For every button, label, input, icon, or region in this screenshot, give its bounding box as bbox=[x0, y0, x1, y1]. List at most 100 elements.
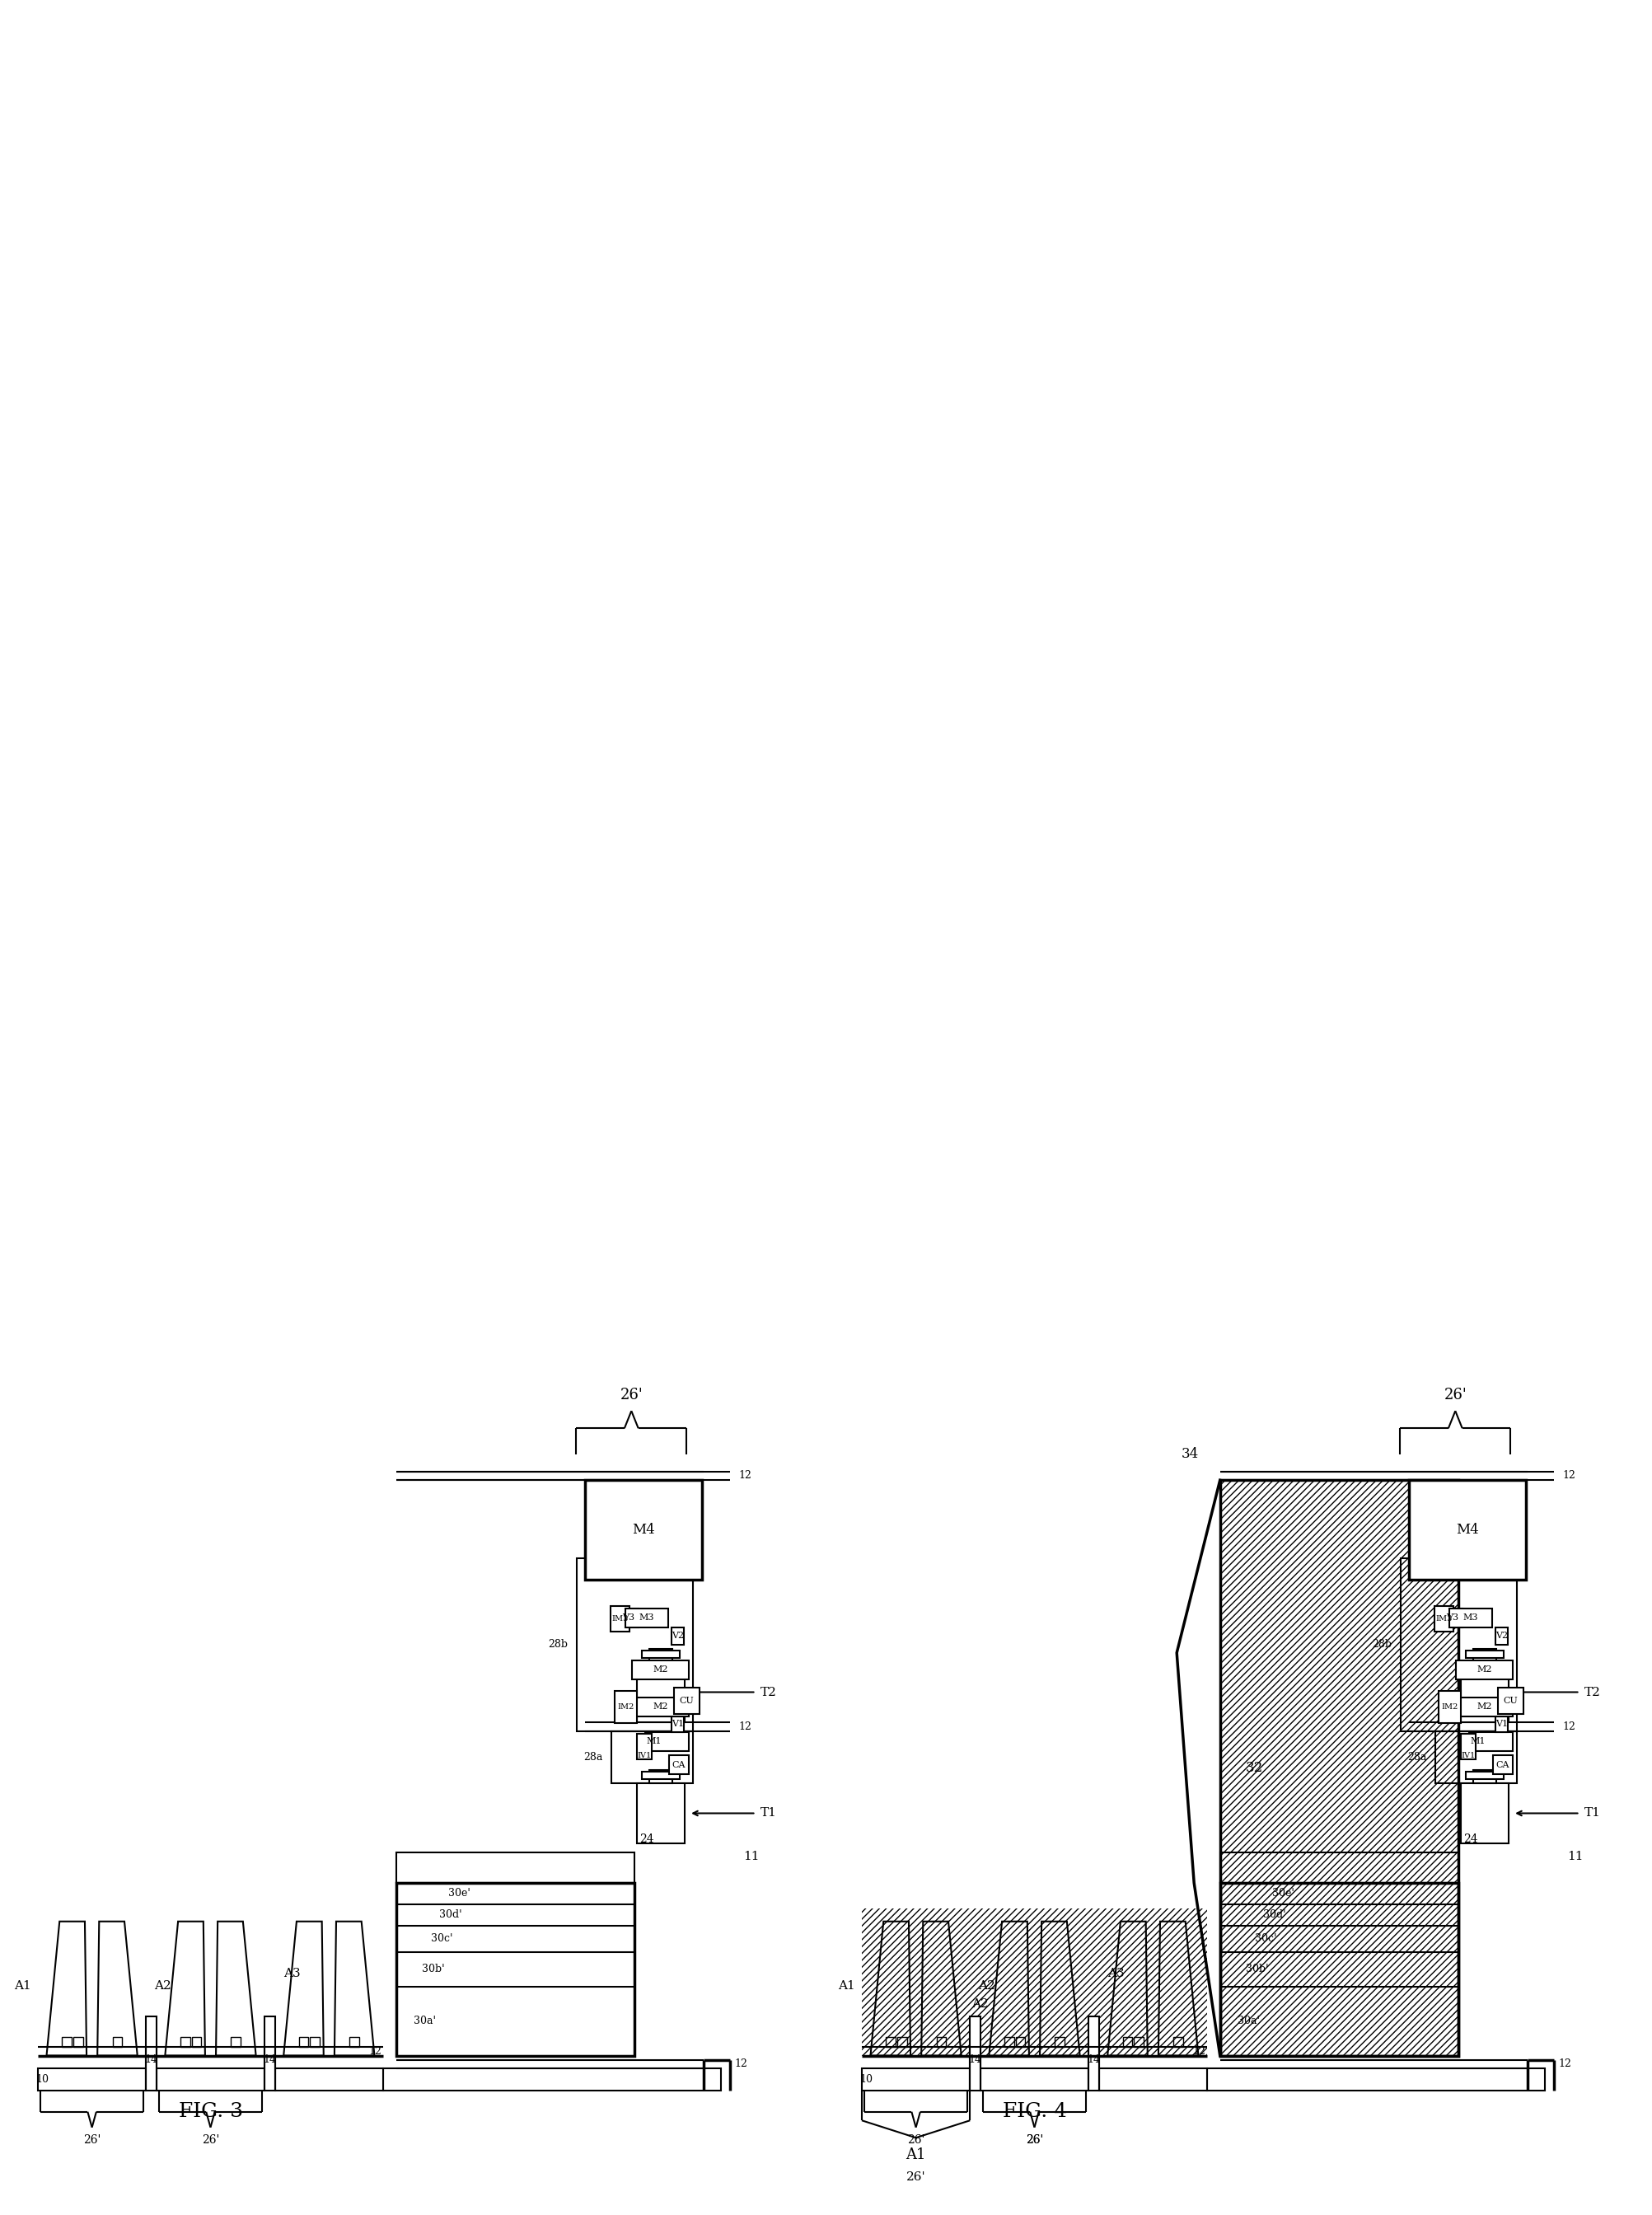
Text: 26': 26' bbox=[1444, 1389, 1467, 1402]
Text: M2: M2 bbox=[653, 1703, 667, 1710]
Bar bbox=[1004, 2038, 1014, 2047]
Bar bbox=[1016, 2038, 1026, 2047]
Text: 28a: 28a bbox=[583, 1752, 603, 1763]
Text: 34: 34 bbox=[1181, 1446, 1199, 1462]
Bar bbox=[145, 2016, 157, 2091]
Text: FIG. 4: FIG. 4 bbox=[1003, 2102, 1067, 2122]
Text: 26': 26' bbox=[1026, 2135, 1044, 2146]
Bar bbox=[669, 1754, 689, 1774]
Text: 26': 26' bbox=[83, 2135, 101, 2146]
Text: 12: 12 bbox=[1193, 2047, 1206, 2056]
Bar bbox=[1099, 1909, 1208, 2056]
Bar bbox=[1436, 1732, 1517, 1783]
Text: 24: 24 bbox=[1464, 1834, 1477, 1845]
Text: M4: M4 bbox=[1455, 1524, 1479, 1537]
Text: T2: T2 bbox=[1584, 1686, 1601, 1699]
Bar bbox=[1474, 1648, 1497, 1661]
Bar bbox=[626, 1608, 669, 1628]
Bar bbox=[1401, 1557, 1517, 1732]
Text: CA: CA bbox=[1497, 1761, 1510, 1770]
Bar bbox=[1173, 2038, 1183, 2047]
Bar bbox=[396, 1852, 634, 1883]
Text: 10: 10 bbox=[859, 2075, 872, 2084]
Bar bbox=[1221, 1883, 1459, 2056]
Bar bbox=[897, 2038, 907, 2047]
Text: 30b': 30b' bbox=[1246, 1965, 1269, 1974]
Text: 14: 14 bbox=[263, 2056, 276, 2064]
Bar bbox=[649, 1770, 672, 1783]
Bar bbox=[649, 1648, 672, 1661]
Text: 26': 26' bbox=[1026, 2135, 1044, 2146]
Bar bbox=[1135, 2038, 1143, 2047]
Text: 12: 12 bbox=[1563, 1721, 1576, 1732]
Bar bbox=[671, 1717, 684, 1732]
Text: 30d': 30d' bbox=[1264, 1909, 1285, 1920]
Text: 32: 32 bbox=[1246, 1761, 1264, 1774]
Bar bbox=[633, 1659, 689, 1679]
Text: M4: M4 bbox=[631, 1524, 654, 1537]
Text: 26': 26' bbox=[202, 2135, 220, 2146]
Text: T1: T1 bbox=[1584, 1807, 1601, 1819]
Bar bbox=[1221, 1480, 1459, 2056]
Bar bbox=[38, 2069, 145, 2091]
Text: M3: M3 bbox=[639, 1613, 654, 1621]
Bar bbox=[73, 2038, 83, 2047]
Text: 30c': 30c' bbox=[1254, 1934, 1277, 1945]
Text: 12: 12 bbox=[738, 1471, 752, 1482]
Bar bbox=[157, 2069, 264, 2091]
Bar bbox=[633, 1697, 689, 1717]
Text: 12: 12 bbox=[368, 2047, 382, 2056]
Text: A1: A1 bbox=[838, 1980, 856, 1991]
Bar bbox=[646, 1732, 689, 1752]
Bar bbox=[620, 1608, 638, 1628]
Bar bbox=[1439, 1692, 1460, 1723]
Text: 12: 12 bbox=[1563, 1471, 1576, 1482]
Text: V1: V1 bbox=[671, 1721, 684, 1728]
Bar bbox=[862, 2069, 970, 2091]
Text: IV1: IV1 bbox=[1462, 1752, 1475, 1759]
Bar bbox=[231, 2038, 241, 2047]
Bar bbox=[585, 1480, 702, 1579]
Bar bbox=[180, 2038, 190, 2047]
Bar bbox=[192, 2038, 202, 2047]
Text: A1: A1 bbox=[905, 2149, 927, 2162]
Bar bbox=[643, 1772, 679, 1779]
Bar bbox=[636, 1734, 653, 1759]
Text: V2: V2 bbox=[671, 1632, 684, 1639]
Text: M2: M2 bbox=[1477, 1703, 1492, 1710]
Text: 30e': 30e' bbox=[448, 1887, 471, 1898]
Text: CU: CU bbox=[679, 1697, 694, 1706]
Text: 26': 26' bbox=[907, 2171, 925, 2182]
Text: A3: A3 bbox=[1107, 1967, 1125, 1980]
Text: 11: 11 bbox=[1568, 1852, 1583, 1863]
Bar bbox=[638, 1783, 684, 1843]
Bar bbox=[1208, 2069, 1545, 2091]
Bar bbox=[1465, 1772, 1503, 1779]
Text: M2: M2 bbox=[1477, 1666, 1492, 1675]
Text: IM2: IM2 bbox=[1441, 1703, 1459, 1710]
Text: V3: V3 bbox=[1447, 1613, 1459, 1621]
Text: 10: 10 bbox=[36, 2075, 50, 2084]
Bar bbox=[1474, 1770, 1497, 1783]
Text: M1: M1 bbox=[646, 1737, 661, 1745]
Bar bbox=[885, 2038, 895, 2047]
Text: 12: 12 bbox=[1558, 2060, 1571, 2069]
Text: CU: CU bbox=[1503, 1697, 1518, 1706]
Bar bbox=[1495, 1628, 1508, 1644]
Text: 26': 26' bbox=[907, 2135, 925, 2146]
Text: IM3: IM3 bbox=[611, 1615, 628, 1621]
Text: M1: M1 bbox=[1470, 1737, 1485, 1745]
Bar bbox=[1455, 1659, 1513, 1679]
Bar bbox=[1460, 1661, 1508, 1723]
Text: M3: M3 bbox=[1464, 1613, 1479, 1621]
Bar bbox=[1493, 1754, 1513, 1774]
Text: A3: A3 bbox=[284, 1967, 301, 1980]
Bar bbox=[1455, 1697, 1513, 1717]
Bar bbox=[1495, 1717, 1508, 1732]
Bar bbox=[1409, 1480, 1526, 1579]
Text: A2: A2 bbox=[971, 1998, 990, 2009]
Text: 26': 26' bbox=[620, 1389, 643, 1402]
Text: 14: 14 bbox=[145, 2056, 159, 2064]
Bar bbox=[264, 2016, 274, 2091]
Text: IM3: IM3 bbox=[1436, 1615, 1452, 1621]
